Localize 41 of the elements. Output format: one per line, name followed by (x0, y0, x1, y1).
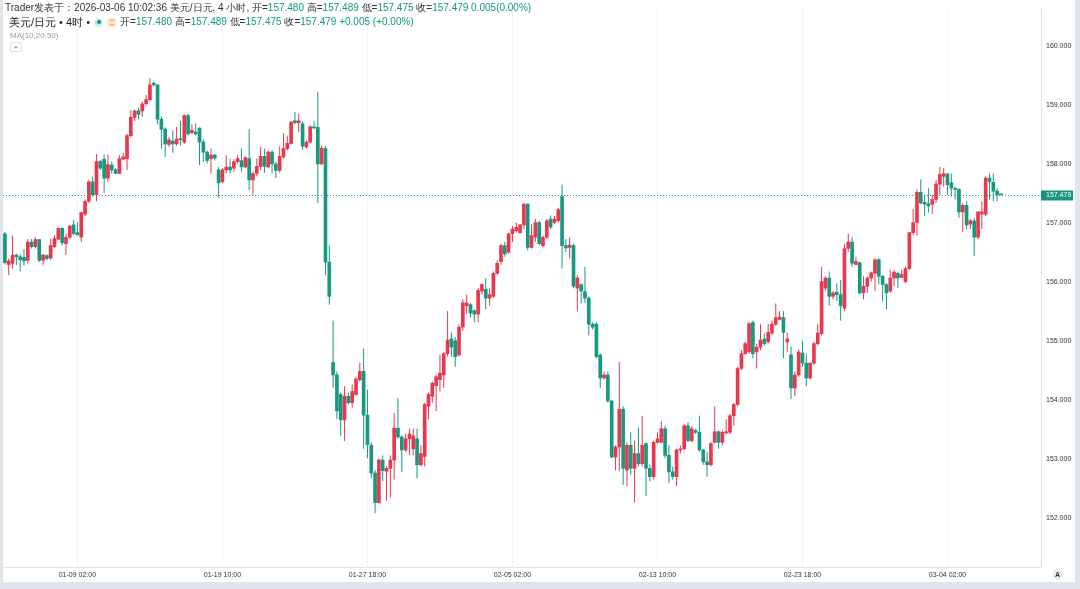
candlestick (537, 220, 541, 247)
candlestick (148, 77, 152, 102)
candlestick (102, 154, 106, 194)
candlestick (209, 148, 213, 174)
candlestick (854, 256, 858, 266)
candlestick (37, 238, 42, 263)
candlestick (602, 370, 606, 381)
candlestick (25, 238, 30, 264)
candlestick (873, 258, 877, 292)
candlestick (785, 331, 790, 353)
candlestick (380, 454, 385, 482)
candlestick (682, 423, 687, 451)
candlestick (232, 158, 236, 173)
candlestick (289, 120, 293, 146)
candlestick (41, 253, 45, 266)
candlestick (628, 431, 633, 476)
candlestick (106, 154, 110, 183)
text: Trader发表于：2026-03-06 10:02:36 美元/日元, 4 小时, 开=157.480 高=157.489 低=157.475 收=157.479 0.005(0.00%) (5, 2, 532, 13)
candlestick (705, 451, 709, 478)
candlestick (766, 323, 770, 345)
candlestick (659, 420, 664, 444)
candlestick (972, 217, 977, 257)
candlestick (483, 277, 488, 310)
candlestick (270, 149, 274, 174)
candlestick (247, 128, 251, 191)
candlestick (190, 123, 194, 135)
candlestick (896, 271, 900, 289)
candlestick (453, 336, 458, 368)
candlestick (228, 158, 232, 174)
annotation: MA(10,20,50) (10, 31, 59, 40)
text: 开=157.480 高=157.489 低=157.475 收=157.479 +0.005 (+0.00%) (120, 16, 414, 27)
candlestick (640, 415, 645, 468)
candlestick (888, 269, 893, 294)
candlestick (850, 236, 854, 268)
candlestick (186, 113, 190, 137)
candlestick (60, 226, 64, 247)
candlestick (522, 202, 526, 230)
text: 美元/日元 • 4时 • (9, 14, 91, 30)
candlestick (960, 202, 965, 233)
candlestick (686, 421, 690, 443)
candlestick (411, 428, 416, 456)
